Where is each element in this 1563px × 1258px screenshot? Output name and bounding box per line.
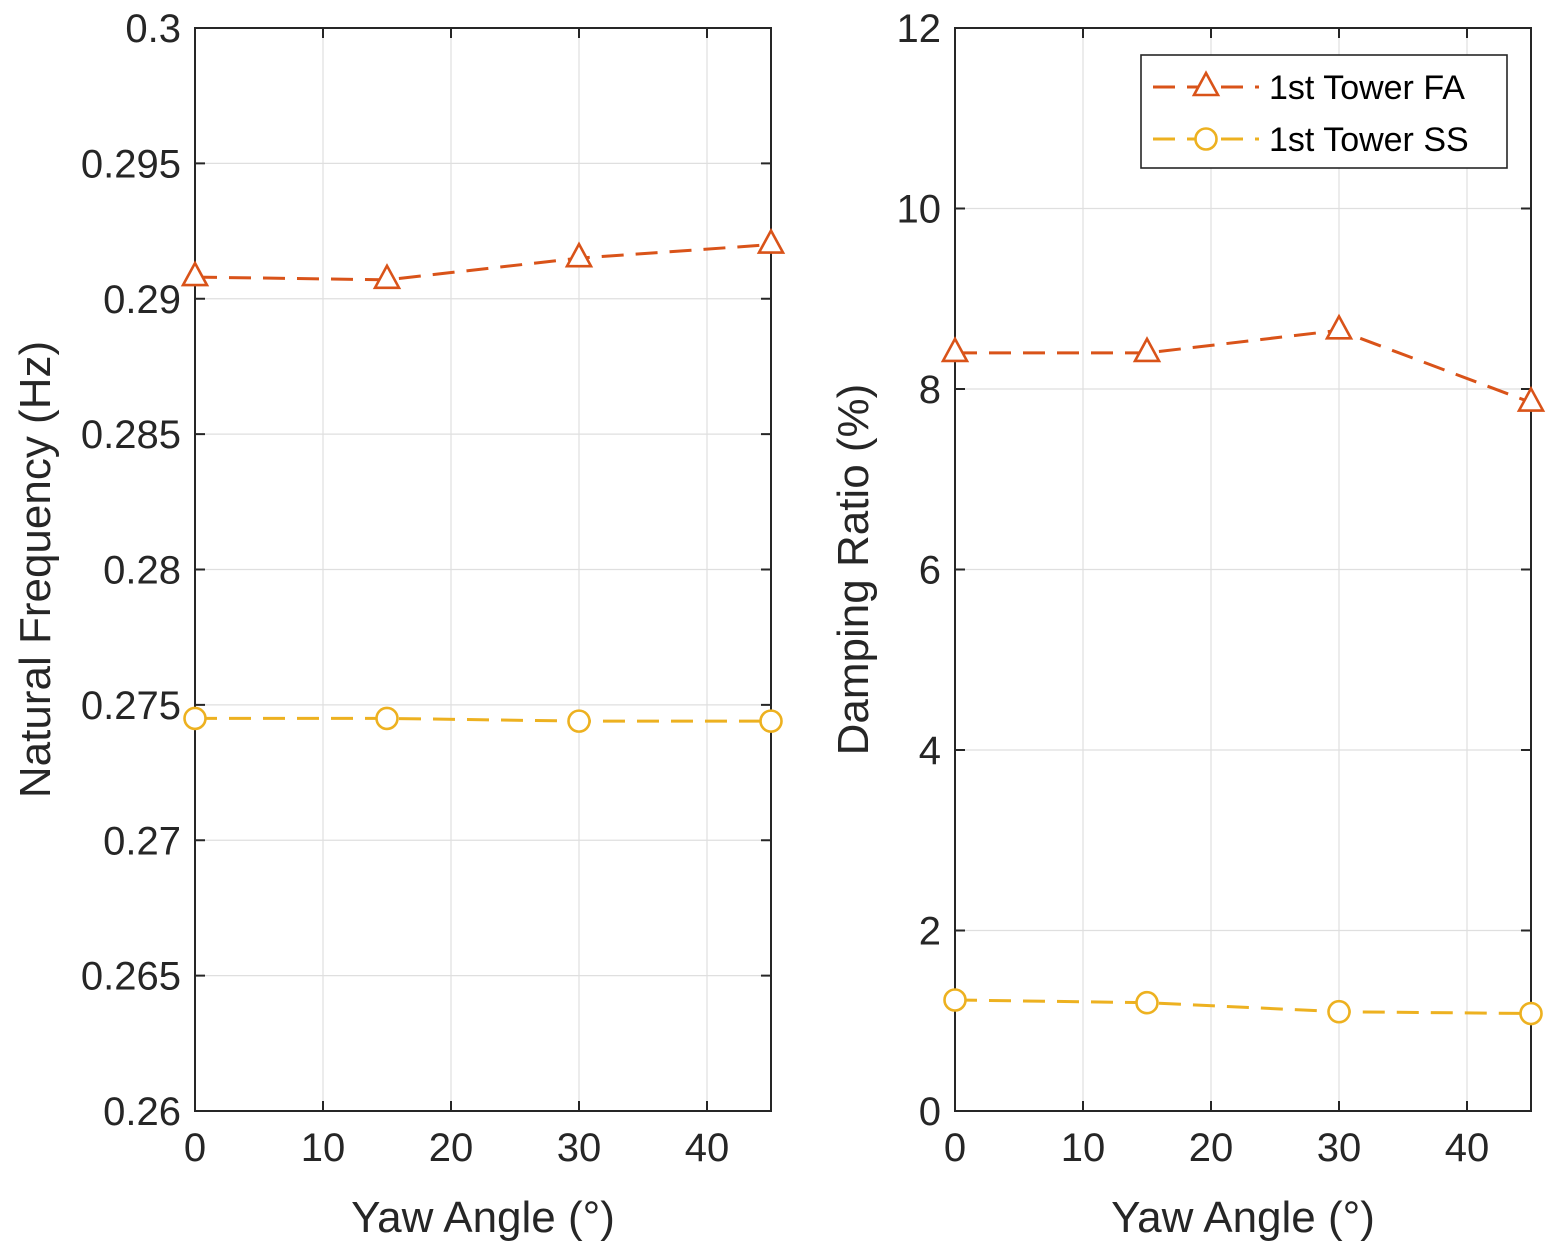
x-tick-label: 10 bbox=[301, 1126, 346, 1170]
x-tick-label: 40 bbox=[685, 1126, 730, 1170]
y-tick-label: 0.265 bbox=[81, 955, 181, 999]
data-point-triangle bbox=[1132, 336, 1162, 363]
y-tick-label: 0.295 bbox=[81, 142, 181, 186]
y-tick-label: 0.26 bbox=[103, 1090, 181, 1134]
x-tick-label: 30 bbox=[557, 1126, 602, 1170]
data-point-circle bbox=[375, 706, 399, 731]
data-point-triangle bbox=[940, 336, 970, 363]
legend-label: 1st Tower FA bbox=[1269, 69, 1465, 107]
x-tick-label: 40 bbox=[1445, 1126, 1490, 1170]
y-tick-label: 0.275 bbox=[81, 684, 181, 728]
data-point-triangle bbox=[756, 227, 786, 254]
chart-panel-2: 0 10 20 30 40 0 2 4 6 8 10 12 Yaw Angle (°) Damping R… bbox=[829, 7, 1546, 1242]
legend-label: 1st Tower SS bbox=[1269, 121, 1469, 159]
y-tick-label: 0 bbox=[919, 1090, 941, 1134]
legend-marker-circle bbox=[1194, 127, 1218, 151]
data-point-circle bbox=[1327, 999, 1351, 1024]
data-point-triangle bbox=[1516, 385, 1546, 412]
y-axis-label: Natural Frequency (Hz) bbox=[11, 341, 60, 798]
data-point-triangle bbox=[1324, 313, 1354, 340]
x-tick-label: 0 bbox=[184, 1126, 206, 1170]
legend: 1st Tower FA 1st Tower SS bbox=[1140, 54, 1508, 169]
x-tick-label: 20 bbox=[1189, 1126, 1234, 1170]
data-point-circle bbox=[1135, 990, 1159, 1015]
data-point-triangle bbox=[372, 263, 402, 290]
y-tick-label: 0.27 bbox=[103, 819, 181, 863]
data-point-circle bbox=[1519, 1001, 1543, 1026]
y-tick-label: 4 bbox=[919, 729, 941, 773]
legend-marker-triangle bbox=[1191, 70, 1221, 97]
series-line-1 bbox=[194, 243, 772, 282]
data-point-circle bbox=[759, 709, 783, 733]
y-tick-label: 8 bbox=[919, 368, 941, 412]
x-tick-label: 20 bbox=[429, 1126, 474, 1170]
x-tick-label: 0 bbox=[944, 1126, 966, 1170]
data-point-circle bbox=[567, 709, 591, 733]
series-line-2 bbox=[954, 998, 1532, 1016]
chart-panel-1: 0 10 20 30 40 0.26 0.265 0.27 0.275 0.28 0.285 0.29… bbox=[11, 7, 786, 1242]
y-axis-label: Damping Ratio (%) bbox=[829, 384, 878, 756]
x-axis-label: Yaw Angle (°) bbox=[1111, 1193, 1375, 1242]
series-line-1 bbox=[955, 328, 1532, 404]
y-tick-label: 0.285 bbox=[81, 413, 181, 457]
y-tick-label: 6 bbox=[919, 549, 941, 593]
data-point-circle bbox=[943, 988, 967, 1012]
y-tick-label: 12 bbox=[897, 7, 942, 51]
y-tick-label: 0.29 bbox=[103, 278, 181, 322]
x-axis-label: Yaw Angle (°) bbox=[351, 1193, 615, 1242]
data-point-triangle bbox=[180, 260, 210, 287]
y-tick-label: 2 bbox=[919, 910, 941, 954]
x-tick-label: 30 bbox=[1317, 1126, 1362, 1170]
y-tick-label: 0.3 bbox=[125, 7, 181, 51]
data-point-triangle bbox=[564, 241, 594, 268]
y-tick-label: 0.28 bbox=[103, 549, 181, 593]
y-tick-label: 10 bbox=[897, 188, 942, 232]
x-tick-label: 10 bbox=[1061, 1126, 1106, 1170]
data-point-circle bbox=[183, 706, 207, 731]
series-line-2 bbox=[195, 716, 771, 723]
